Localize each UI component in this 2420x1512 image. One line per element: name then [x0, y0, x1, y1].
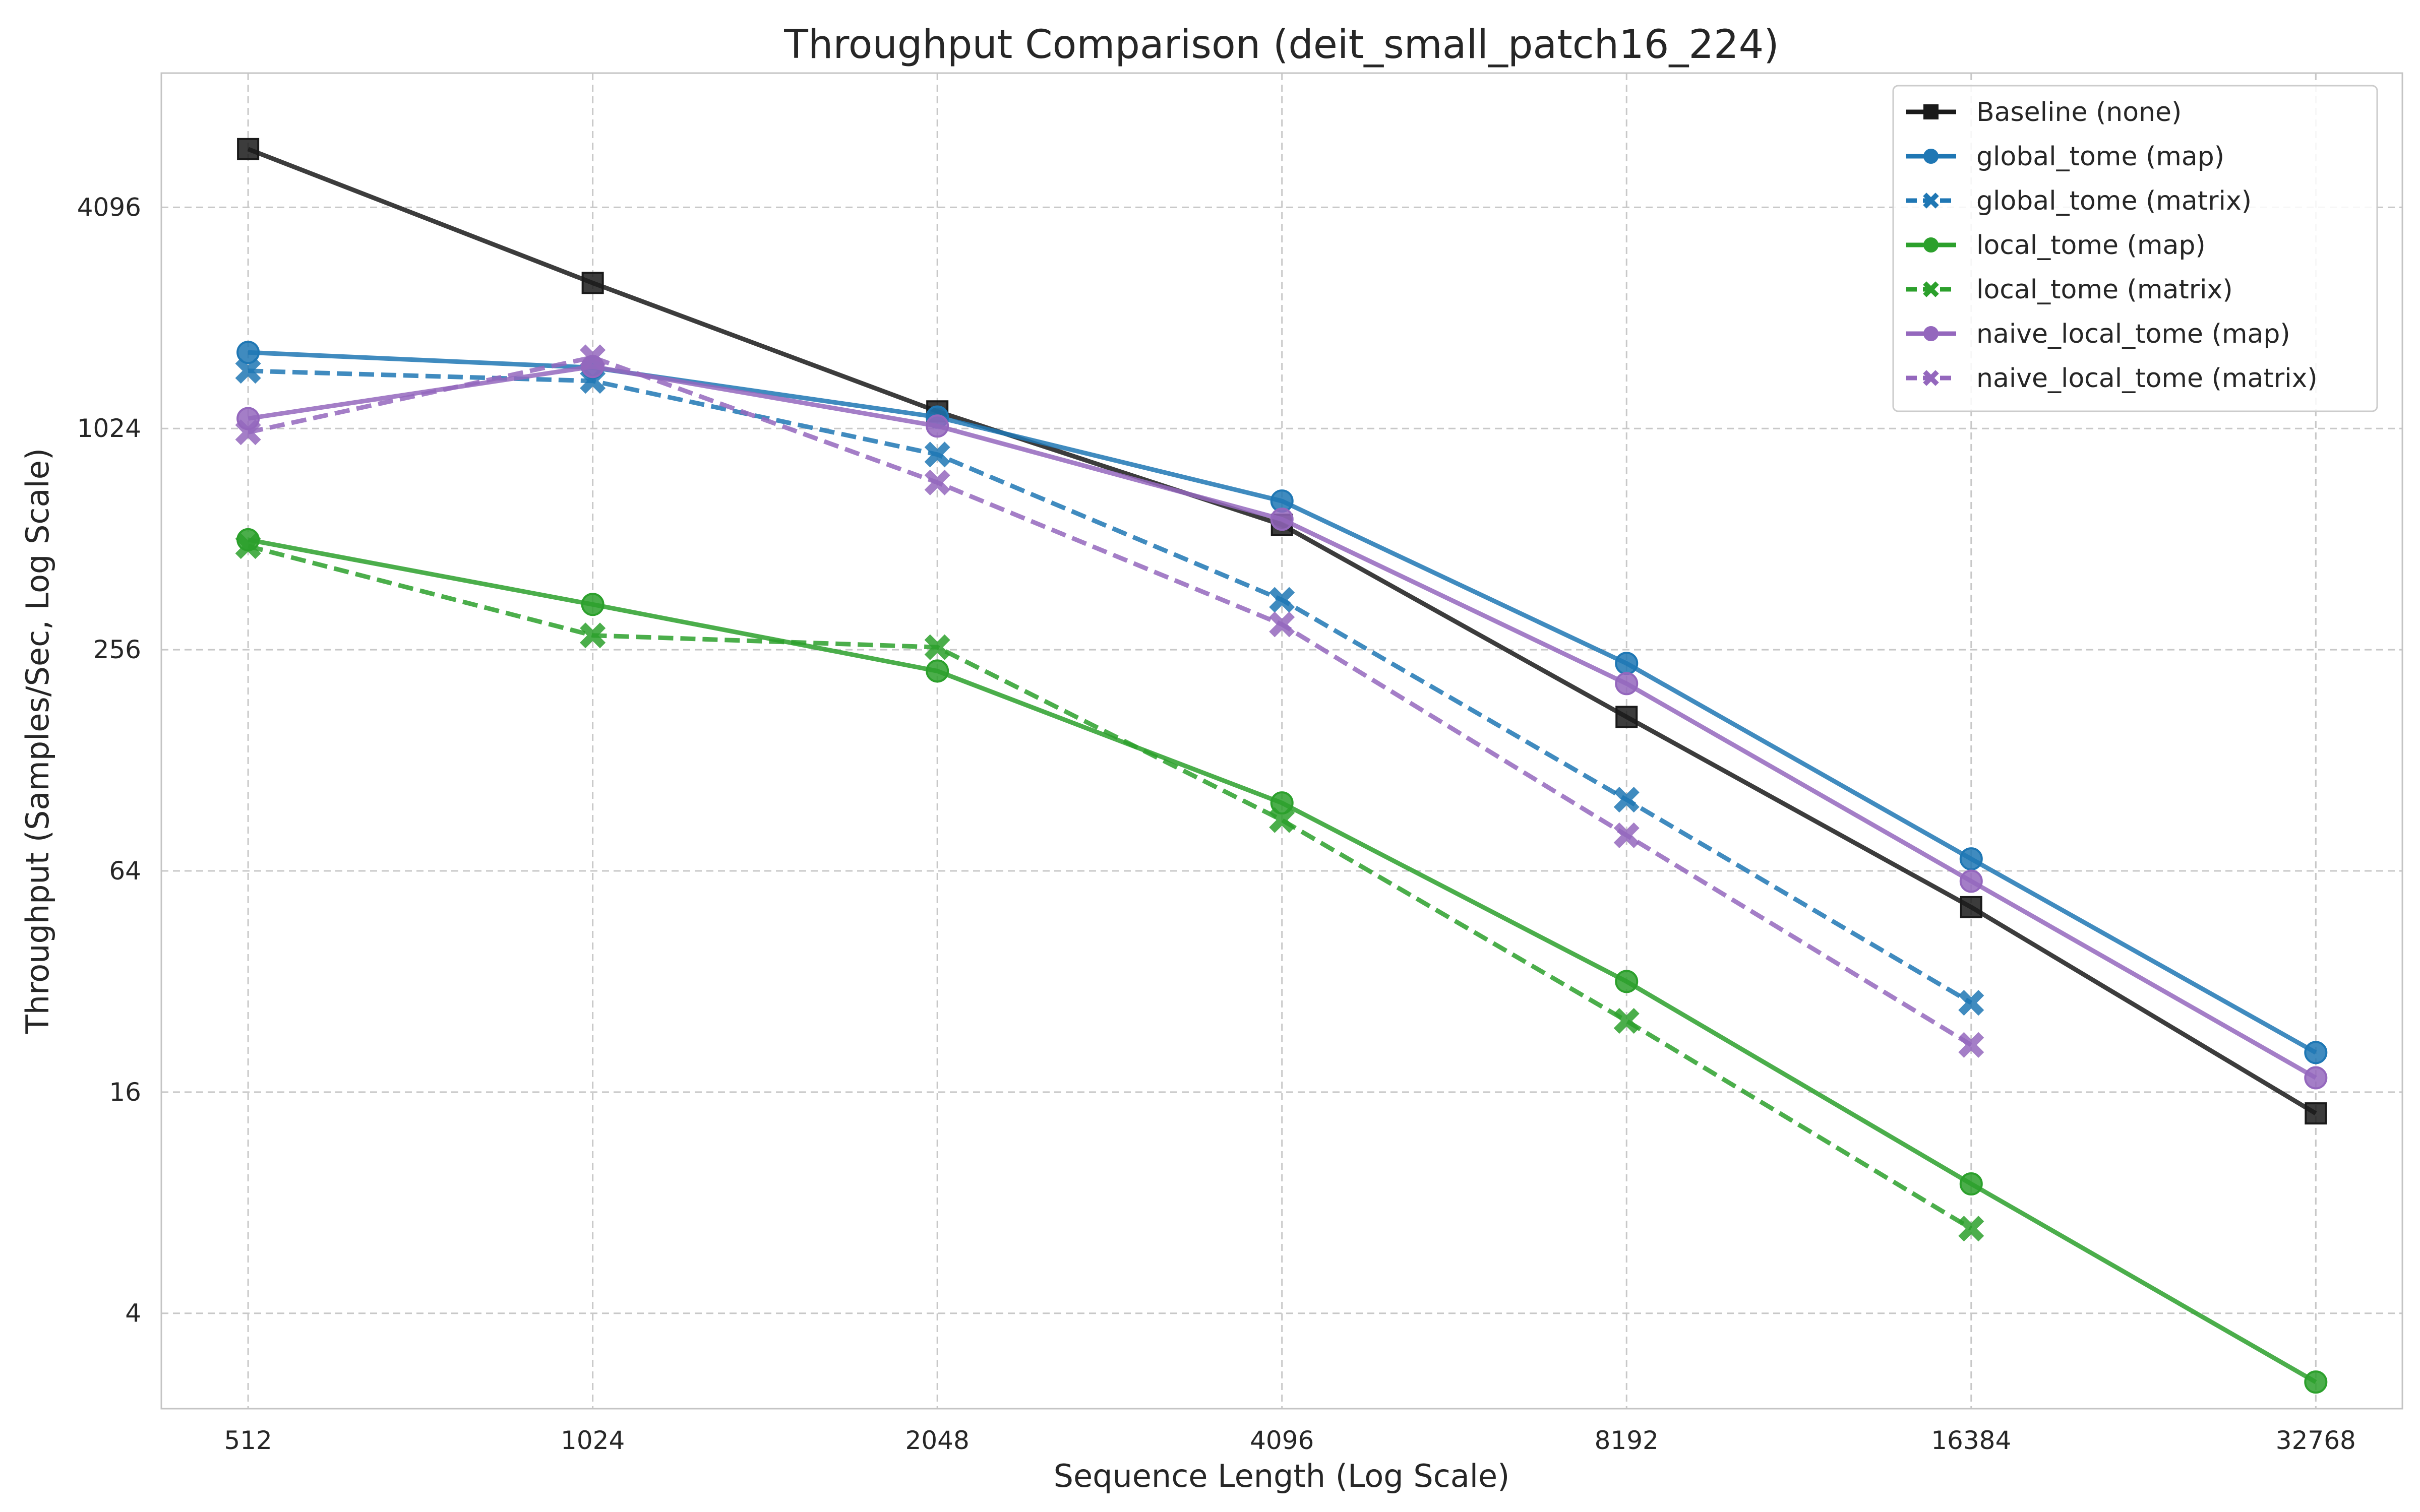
legend-item: naive_local_tome (map) — [1906, 319, 2290, 349]
circle-marker — [1270, 508, 1294, 531]
x-marker — [1269, 611, 1295, 638]
x-tick-label: 32768 — [2276, 1426, 2356, 1455]
x-marker — [1923, 193, 1939, 209]
legend-box — [1892, 85, 2378, 412]
circle-marker — [236, 341, 260, 364]
x-tick-label: 512 — [224, 1426, 272, 1455]
series-naive-local-tome-matrix — [235, 344, 1984, 1058]
x-marker — [1613, 822, 1640, 848]
legend-label: global_tome (map) — [1976, 142, 2224, 172]
series-line — [247, 544, 1973, 1231]
legend-item: global_tome (matrix) — [1906, 186, 2252, 216]
x-marker — [1958, 1216, 1984, 1242]
x-marker — [235, 533, 261, 559]
x-marker — [1269, 587, 1295, 613]
legend-label: global_tome (matrix) — [1976, 186, 2252, 216]
square-marker — [237, 138, 260, 160]
x-tick-label: 16384 — [1931, 1426, 2011, 1455]
x-marker — [1958, 1032, 1984, 1058]
x-marker — [1923, 281, 1939, 297]
circle-marker — [2304, 1066, 2328, 1090]
circle-marker — [926, 414, 949, 438]
circle-marker — [2304, 1370, 2328, 1394]
series-layer — [235, 138, 2328, 1394]
legend-item: global_tome (map) — [1906, 142, 2224, 172]
x-tick-label: 2048 — [905, 1426, 970, 1455]
square-marker — [1960, 896, 1982, 918]
x-axis-label: Sequence Length (Log Scale) — [1054, 1458, 1510, 1494]
legend-item: local_tome (matrix) — [1906, 275, 2233, 305]
series-local-tome-matrix — [235, 533, 1984, 1242]
square-marker — [1923, 104, 1939, 119]
x-marker — [1613, 787, 1640, 813]
ticks-layer: 512 1024 2048 4096 8192 16384 32768 4 16 64 256 102… — [77, 193, 2356, 1455]
x-marker — [580, 622, 606, 649]
square-marker — [581, 272, 604, 294]
circle-marker — [1959, 869, 1983, 893]
square-marker — [2305, 1102, 2327, 1125]
chart-title: Throughput Comparison (deit_small_patch1… — [783, 22, 1779, 68]
legend-label: Baseline (none) — [1976, 97, 2182, 128]
legend: Baseline (none) global_tome (map) global_t… — [1892, 85, 2378, 412]
legend-item: local_tome (map) — [1906, 230, 2206, 261]
legend-label: naive_local_tome (map) — [1976, 319, 2290, 349]
circle-marker — [1615, 970, 1639, 993]
x-marker — [580, 344, 606, 370]
circle-marker — [926, 659, 949, 683]
legend-item: Baseline (none) — [1906, 97, 2182, 128]
x-marker — [235, 419, 261, 446]
square-marker — [1615, 706, 1638, 728]
legend-item: naive_local_tome (matrix) — [1906, 363, 2318, 394]
legend-label: naive_local_tome (matrix) — [1976, 363, 2318, 394]
circle-marker — [1923, 326, 1939, 341]
circle-marker — [1923, 237, 1939, 253]
circle-marker — [581, 593, 604, 616]
x-marker — [235, 358, 261, 384]
x-marker — [924, 442, 950, 468]
y-tick-label: 4 — [125, 1299, 141, 1328]
x-marker — [1958, 990, 1984, 1016]
legend-label: local_tome (map) — [1976, 230, 2206, 261]
circle-marker — [1959, 1172, 1983, 1196]
y-tick-label: 256 — [93, 635, 141, 664]
circle-marker — [1923, 149, 1939, 164]
legend-label: local_tome (matrix) — [1976, 275, 2233, 305]
y-tick-label: 4096 — [77, 193, 141, 222]
y-tick-label: 16 — [109, 1078, 141, 1107]
x-marker — [924, 634, 950, 660]
x-marker — [1613, 1008, 1640, 1034]
circle-marker — [2304, 1041, 2328, 1064]
x-marker — [924, 469, 950, 495]
plot-frame — [160, 72, 2403, 1410]
x-tick-label: 1024 — [561, 1426, 625, 1455]
series-line — [248, 355, 1973, 1047]
circle-marker — [1615, 652, 1639, 675]
y-tick-label: 1024 — [77, 414, 141, 443]
x-tick-label: 4096 — [1250, 1426, 1314, 1455]
series-local-tome-map — [236, 528, 2328, 1394]
y-axis-label: Throughput (Samples/Sec, Log Scale) — [19, 448, 56, 1034]
circle-marker — [1270, 791, 1294, 815]
circle-marker — [1959, 847, 1983, 871]
series-line — [248, 368, 1973, 1005]
y-tick-label: 64 — [109, 856, 141, 886]
circle-marker — [1615, 672, 1639, 696]
x-tick-label: 8192 — [1595, 1426, 1659, 1455]
x-marker — [1269, 807, 1295, 833]
x-marker — [1923, 370, 1939, 386]
